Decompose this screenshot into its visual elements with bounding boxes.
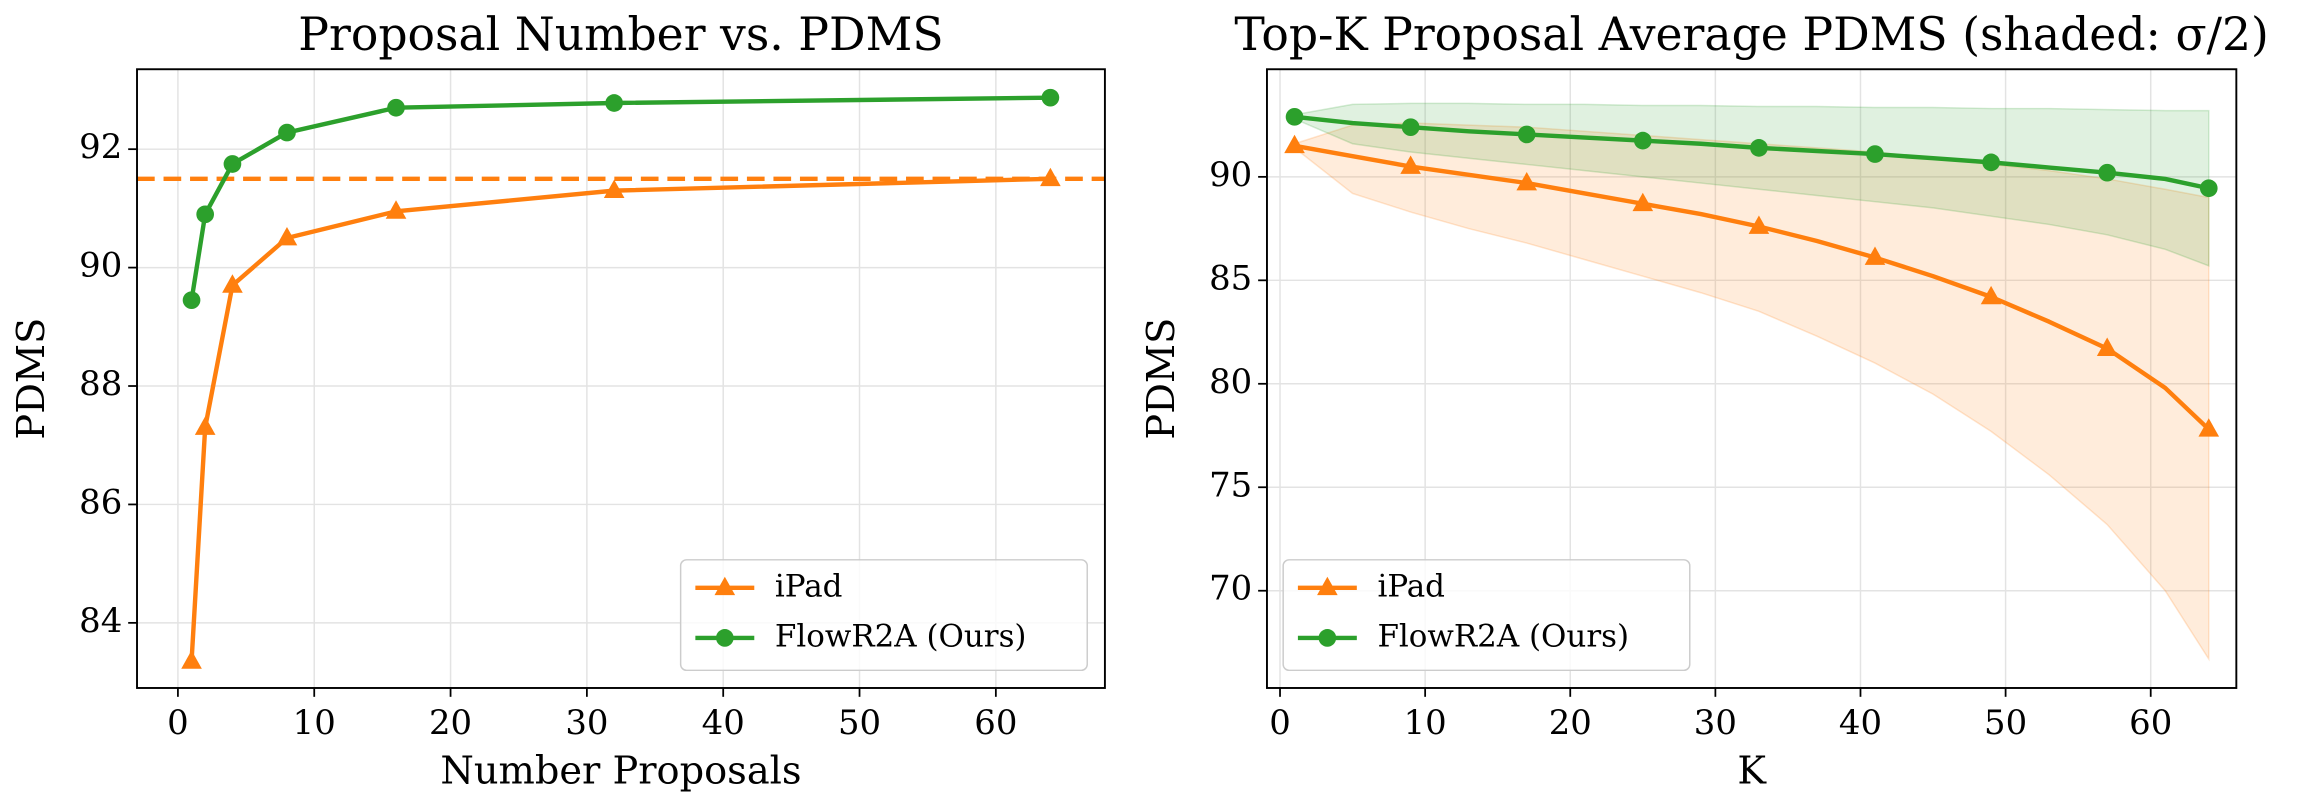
marker — [1980, 285, 2002, 305]
x-tick-label: 60 — [2129, 703, 2172, 742]
series-line — [189, 95, 1051, 301]
legend-box — [1282, 559, 1691, 672]
y-tick-label: 90 — [79, 246, 122, 285]
x-axis-label: K — [1737, 748, 1767, 793]
marker — [603, 179, 625, 198]
marker — [1866, 145, 1884, 163]
axes-frame — [136, 68, 1106, 689]
marker — [182, 291, 201, 309]
y-axis-label: PDMS — [1139, 318, 1184, 440]
marker — [1982, 153, 2000, 172]
marker — [1750, 139, 1768, 157]
x-tick-label: 40 — [702, 703, 745, 742]
x-tick-label: 0 — [1269, 703, 1291, 742]
y-tick-label: 80 — [1209, 362, 1252, 401]
marker — [196, 205, 215, 224]
axes-frame — [1266, 68, 2238, 689]
x-tick-label: 10 — [1404, 703, 1447, 742]
x-tick-label: 50 — [1984, 703, 2027, 742]
legend-label: iPad — [1377, 568, 1445, 604]
legend-marker — [714, 576, 736, 596]
x-tick-label: 10 — [293, 703, 336, 742]
legend-box — [679, 559, 1088, 672]
y-tick-label: 90 — [1209, 155, 1252, 194]
marker — [194, 416, 216, 435]
marker — [223, 155, 242, 173]
x-tick-label: 20 — [1549, 703, 1592, 742]
marker — [2096, 337, 2118, 356]
x-tick-label: 20 — [429, 703, 472, 742]
y-axis-label: PDMS — [9, 318, 54, 440]
legend-marker — [1318, 629, 1337, 647]
marker — [1517, 125, 1536, 144]
marker — [1400, 155, 1421, 174]
std-band — [1293, 122, 2210, 662]
legend-marker — [1317, 576, 1338, 596]
std-band — [1293, 102, 2210, 267]
marker — [2098, 163, 2117, 182]
marker — [1285, 107, 1304, 126]
x-tick-label: 0 — [167, 703, 189, 742]
x-tick-label: 50 — [838, 703, 881, 742]
legend-label: FlowR2A (Ours) — [775, 618, 1027, 654]
y-tick-label: 75 — [1209, 465, 1252, 504]
marker — [1748, 215, 1770, 234]
x-tick-label: 30 — [1694, 703, 1737, 742]
y-tick-label: 70 — [1209, 569, 1252, 608]
y-tick-label: 84 — [79, 601, 122, 640]
marker — [1284, 134, 1305, 154]
marker — [1040, 167, 1061, 187]
marker — [1632, 192, 1654, 212]
marker — [385, 200, 407, 219]
marker — [387, 98, 405, 117]
marker — [1864, 246, 1886, 265]
x-tick-label: 60 — [974, 703, 1017, 742]
marker — [1401, 118, 1420, 137]
chart-title: Top-K Proposal Average PDMS (shaded: σ/2… — [1234, 8, 2268, 61]
chart-title: Proposal Number vs. PDMS — [298, 8, 943, 61]
legend-marker — [715, 629, 734, 647]
x-axis-label: Number Proposals — [440, 748, 801, 793]
legend-label: FlowR2A (Ours) — [1377, 618, 1629, 654]
marker — [222, 274, 243, 293]
marker — [276, 226, 298, 246]
marker — [605, 94, 623, 112]
y-tick-label: 88 — [79, 364, 122, 403]
marker — [181, 650, 202, 669]
marker — [1041, 88, 1060, 107]
marker — [2199, 179, 2218, 198]
y-tick-label: 92 — [79, 127, 122, 166]
marker — [1633, 131, 1652, 150]
x-tick-label: 40 — [1839, 703, 1882, 742]
x-tick-label: 30 — [565, 703, 608, 742]
y-tick-label: 86 — [79, 482, 122, 521]
marker — [1516, 172, 1538, 191]
marker — [2198, 418, 2220, 437]
marker — [278, 123, 296, 142]
y-tick-label: 85 — [1209, 258, 1252, 297]
legend-label: iPad — [775, 568, 843, 604]
